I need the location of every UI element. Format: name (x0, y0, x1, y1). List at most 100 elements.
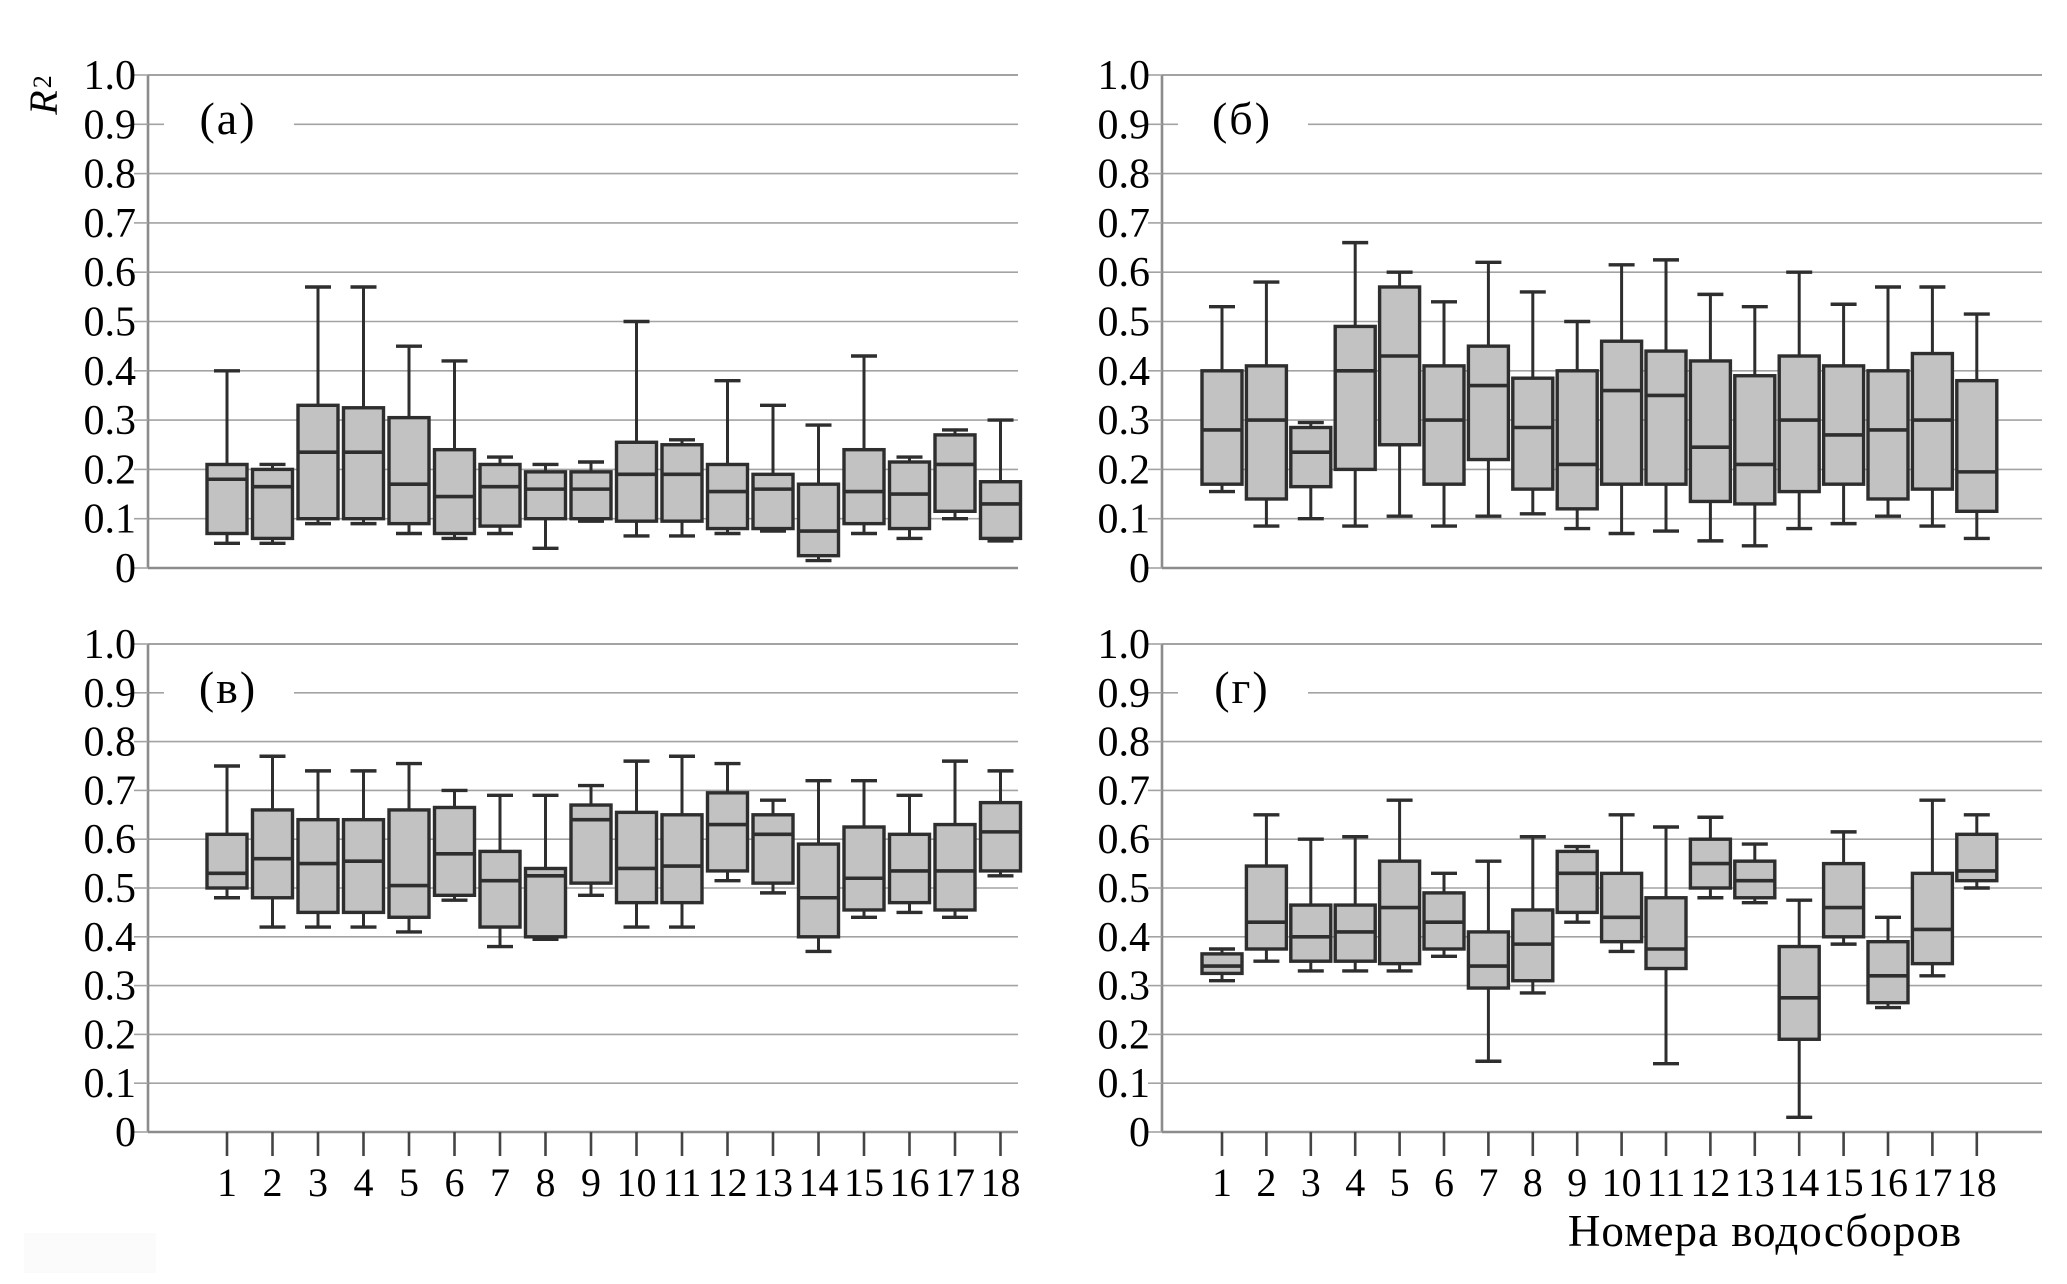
y-tick-label: 0.6 (84, 817, 137, 863)
iqr-box (1866, 369, 1910, 501)
box-plot-11 (1644, 825, 1688, 1066)
box-plot-5 (1377, 798, 1422, 973)
panel-(а): 1.00.90.80.70.60.50.40.30.20.10 (а) (84, 53, 1023, 592)
box-plot-6 (432, 788, 477, 902)
y-axis-title-base: R (20, 90, 66, 115)
box-plot-17 (1910, 285, 1955, 528)
box-plot-17 (1910, 798, 1955, 978)
y-tick-label: 0.1 (84, 497, 137, 543)
iqr-box (1599, 339, 1644, 486)
iqr-box (660, 443, 704, 523)
panel-label-backing (1178, 656, 1308, 716)
panel-label: (а) (199, 93, 256, 144)
y-tick-label: 1.0 (84, 622, 137, 668)
iqr-box (796, 482, 841, 558)
x-tick-label: 12 (708, 1160, 748, 1205)
box-plot-3 (1289, 837, 1333, 973)
y-tick-label: 0.2 (1098, 447, 1151, 493)
iqr-box (705, 462, 750, 531)
iqr-box (751, 813, 795, 885)
iqr-box (523, 470, 568, 521)
box-plot-9 (1555, 844, 1599, 924)
box-plot-4 (341, 769, 386, 929)
x-tick-label: 4 (354, 1160, 374, 1205)
x-tick-label: 14 (799, 1160, 839, 1205)
y-tick-label: 0.7 (84, 768, 137, 814)
y-tick-label: 0.5 (1098, 300, 1151, 346)
y-tick-label: 0.9 (84, 102, 137, 148)
iqr-box (478, 462, 522, 528)
x-tick-label: 8 (1523, 1160, 1543, 1205)
x-tick-label: 11 (1647, 1160, 1686, 1205)
box-plot-4 (1333, 835, 1377, 973)
box-plot-14 (1777, 898, 1821, 1120)
x-tick-label: 3 (308, 1160, 328, 1205)
y-tick-label: 1.0 (84, 53, 137, 99)
iqr-box (1733, 374, 1777, 506)
iqr-box (1644, 349, 1688, 486)
y-tick-label: 0.2 (84, 447, 137, 493)
x-tick-label: 15 (1824, 1160, 1864, 1205)
iqr-box (1688, 359, 1733, 504)
iqr-box (1821, 861, 1866, 939)
box-plot-16 (887, 455, 932, 541)
box-plot-1 (205, 369, 249, 546)
iqr-box (751, 472, 795, 531)
x-tick-label: 18 (1957, 1160, 1997, 1205)
box-plot-15 (842, 354, 886, 536)
y-tick-label: 0.7 (1098, 768, 1151, 814)
iqr-box (1200, 369, 1244, 486)
panel-label-backing (1178, 87, 1308, 147)
iqr-box (250, 808, 295, 900)
box-plot-8 (523, 793, 568, 941)
x-tick-label: 13 (1735, 1160, 1775, 1205)
x-tick-label: 4 (1345, 1160, 1365, 1205)
box-plot-9 (1555, 319, 1599, 531)
box-plot-18 (978, 418, 1023, 543)
iqr-box (1466, 344, 1511, 462)
iqr-box (1289, 903, 1333, 963)
box-plot-15 (1821, 830, 1866, 946)
box-plot-14 (1777, 270, 1821, 531)
y-tick-label: 0.6 (84, 250, 137, 296)
panel-(в): 1.00.90.80.70.60.50.40.30.20.101 2 3 4 5 6 7 8 9… (84, 622, 1023, 1205)
iqr-box (978, 480, 1023, 541)
iqr-box (432, 447, 477, 536)
iqr-box (1466, 930, 1511, 990)
x-tick-label: 5 (399, 1160, 419, 1205)
iqr-box (1866, 939, 1910, 1005)
y-tick-label: 0.2 (1098, 1012, 1151, 1058)
x-tick-label: 1 (217, 1160, 237, 1205)
y-axis-title-sup: 2 (28, 75, 57, 89)
iqr-box (1644, 896, 1688, 971)
box-plot-11 (1644, 258, 1688, 533)
box-plot-6 (1422, 300, 1466, 528)
box-plot-3 (296, 769, 340, 929)
x-tick-label: 7 (1478, 1160, 1498, 1205)
y-tick-label: 0.3 (1098, 398, 1151, 444)
x-tick-label: 1 (1212, 1160, 1232, 1205)
box-plot-7 (1466, 859, 1511, 1063)
box-plot-4 (341, 285, 386, 526)
box-plot-14 (796, 423, 841, 563)
box-plot-10 (1599, 813, 1644, 954)
iqr-box (569, 470, 613, 521)
y-tick-label: 0.1 (1098, 1061, 1151, 1107)
y-tick-label: 0.8 (84, 720, 137, 766)
box-plot-6 (1422, 871, 1466, 959)
iqr-box (296, 403, 340, 521)
x-tick-label: 13 (753, 1160, 793, 1205)
box-plot-8 (523, 462, 568, 550)
box-plot-3 (296, 285, 340, 526)
box-plot-10 (614, 319, 659, 538)
iqr-box (432, 805, 477, 898)
iqr-box (1955, 832, 1999, 883)
box-plot-1 (205, 764, 249, 900)
iqr-box (523, 866, 568, 939)
box-plot-16 (1866, 915, 1910, 1010)
panel-label: (б) (1212, 93, 1272, 144)
x-tick-label: 2 (263, 1160, 283, 1205)
panel-label-backing (164, 656, 294, 716)
